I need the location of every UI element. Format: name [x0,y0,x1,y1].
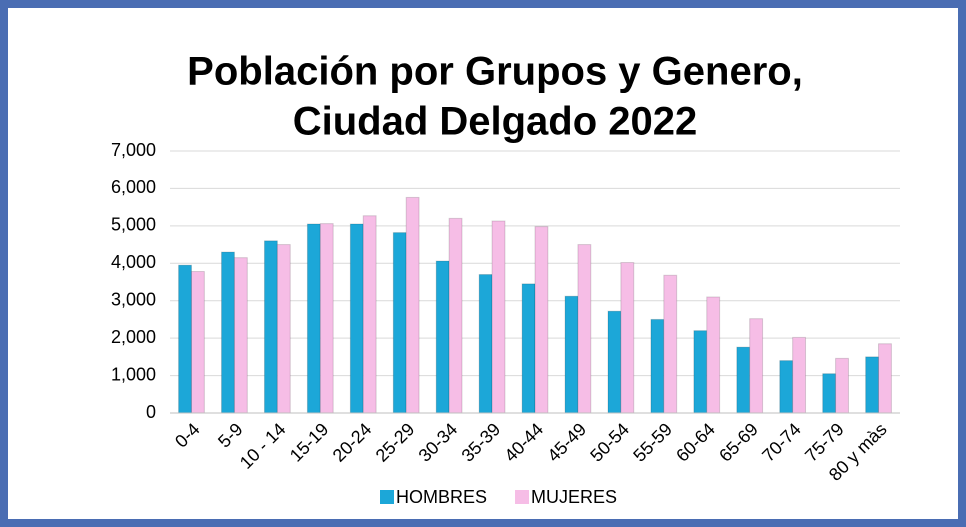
bar [792,336,807,414]
bar [276,244,291,414]
bar [435,260,450,414]
y-tick-label: 2,000 [111,327,156,347]
bar [190,271,205,414]
legend-label: MUJERES [531,487,617,507]
bar [693,330,708,414]
legend-swatch [515,490,530,504]
legend-swatch [380,490,394,504]
bar [865,356,880,414]
bar [534,226,549,414]
bar [521,283,536,414]
y-tick-label: 4,000 [111,252,156,272]
bar [620,262,635,414]
bar [362,215,377,414]
legend-label: HOMBRES [396,487,487,507]
bar [749,318,764,414]
bar [478,274,493,414]
bar [221,251,235,414]
bar [564,295,579,414]
bar [349,223,364,414]
bar [491,220,506,414]
bar [835,357,849,414]
bar [779,360,794,414]
bar [878,343,892,414]
bar [233,257,248,414]
y-tick-label: 7,000 [111,140,156,160]
bar [178,264,192,414]
bar [392,232,407,414]
bar [706,296,721,414]
bar [448,217,463,414]
bar [822,373,837,414]
y-tick-label: 6,000 [111,177,156,197]
bar [663,274,678,414]
bar [650,318,665,414]
chart-title: Población por Grupos y Genero, [187,50,803,94]
y-tick-label: 3,000 [111,289,156,309]
y-tick-label: 5,000 [111,215,156,235]
bar [577,244,592,414]
y-tick-label: 0 [146,402,156,422]
bar [405,196,420,414]
y-tick-label: 1,000 [111,364,156,384]
bar [607,310,622,414]
bar [263,240,278,414]
bar [319,223,334,414]
bar [306,223,321,414]
bar [736,346,751,414]
chart-subtitle: Ciudad Delgado 2022 [293,100,698,144]
